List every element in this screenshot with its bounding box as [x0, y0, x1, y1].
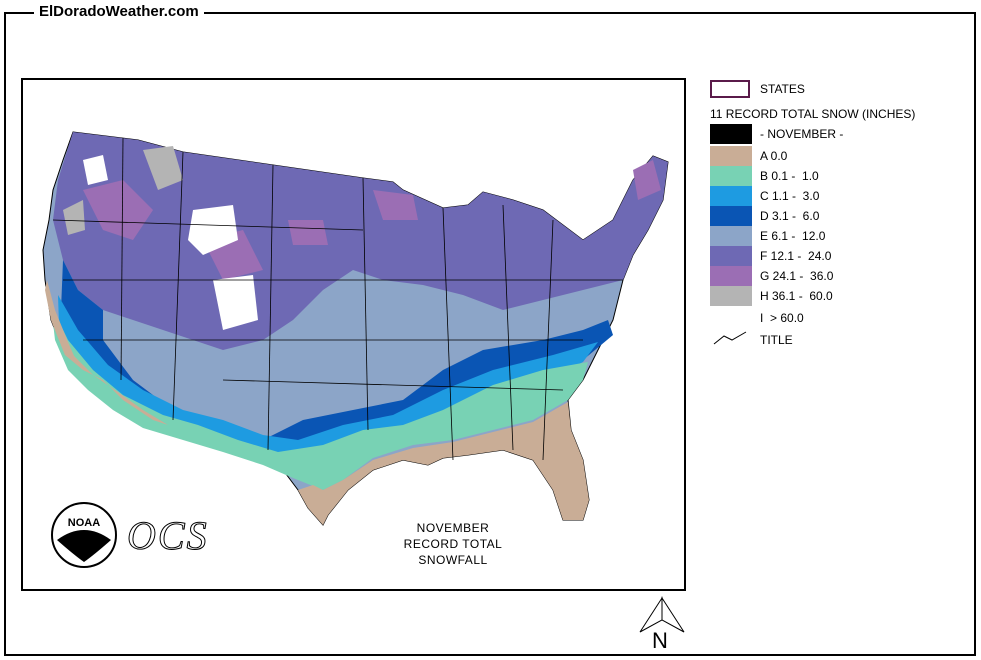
us-snowfall-map: [42, 131, 669, 526]
legend-swatch: [710, 266, 752, 286]
snow-zone-b: [51, 305, 588, 490]
legend-label: E 6.1 - 12.0: [760, 229, 826, 243]
legend-swatch: [710, 146, 752, 166]
legend-row-f: F 12.1 - 24.0: [710, 246, 970, 266]
snow-zone-i-3: [83, 155, 108, 185]
title-line-icon: [713, 331, 747, 345]
outer-frame: [4, 12, 976, 656]
legend-row-d: D 3.1 - 6.0: [710, 206, 970, 226]
legend-swatch: [710, 124, 752, 144]
legend-swatch: [710, 226, 752, 246]
snow-zone-i-1: [188, 205, 238, 255]
snow-zone-g-3: [373, 190, 418, 220]
legend-label: D 3.1 - 6.0: [760, 209, 820, 223]
legend-row-g: G 24.1 - 36.0: [710, 266, 970, 286]
snow-zone-g-1: [83, 180, 153, 240]
north-label: N: [652, 628, 668, 653]
snow-zone-g-4: [633, 160, 661, 200]
legend-swatch: [710, 166, 752, 186]
legend-label: - NOVEMBER -: [760, 127, 844, 141]
snow-zone-a-calif: [45, 280, 78, 365]
snow-zone-h-2: [63, 200, 85, 235]
caption-line-1: NOVEMBER: [416, 521, 490, 535]
snow-zone-i-2: [213, 275, 258, 330]
legend-swatch: [710, 186, 752, 206]
legend-label: I > 60.0: [760, 311, 804, 325]
legend-label: F 12.1 - 24.0: [760, 249, 832, 263]
snow-zone-f-north: [53, 132, 668, 350]
legend-row-a: A 0.0: [710, 146, 970, 166]
legend-swatch: [710, 206, 752, 226]
legend-swatch: [710, 308, 752, 328]
legend-row-i: I > 60.0: [710, 308, 970, 328]
map-panel: NOAA OCS NOVEMBER RECORD TOTAL SNOWFALL: [21, 78, 686, 591]
snow-zone-g-5: [288, 220, 328, 245]
site-title[interactable]: ElDoradoWeather.com: [34, 3, 204, 20]
state-borders: [52, 137, 623, 461]
legend-swatch: [710, 286, 752, 306]
legend-label: A 0.0: [760, 149, 788, 163]
ocs-logo: OCS: [127, 513, 209, 559]
legend-swatch: [710, 246, 752, 266]
north-arrow-icon: [639, 596, 685, 633]
noaa-logo-text: NOAA: [68, 517, 100, 529]
legend-row-h: H 36.1 - 60.0: [710, 286, 970, 306]
legend-label: C 1.1 - 3.0: [760, 189, 820, 203]
noaa-logo: NOAA: [51, 502, 117, 568]
legend-states-label: STATES: [760, 82, 805, 96]
legend-row-c: C 1.1 - 3.0: [710, 186, 970, 206]
caption-line-2: RECORD TOTAL SNOWFALL: [403, 537, 503, 567]
legend-label: H 36.1 - 60.0: [760, 289, 833, 303]
legend-row-november: - NOVEMBER -: [710, 124, 970, 144]
snow-zone-a-south: [298, 402, 589, 525]
legend-row-e: E 6.1 - 12.0: [710, 226, 970, 246]
snow-zone-h-1: [143, 146, 183, 190]
legend-states-swatch: [710, 80, 750, 98]
legend-label: B 0.1 - 1.0: [760, 169, 819, 183]
legend-heading: 11 RECORD TOTAL SNOW (INCHES): [710, 107, 916, 121]
legend-title-label: TITLE: [760, 333, 793, 347]
map-caption: NOVEMBER RECORD TOTAL SNOWFALL: [373, 520, 533, 568]
legend-row-b: B 0.1 - 1.0: [710, 166, 970, 186]
snow-zone-d: [61, 260, 613, 460]
legend-label: G 24.1 - 36.0: [760, 269, 834, 283]
snow-zone-c: [58, 295, 598, 465]
